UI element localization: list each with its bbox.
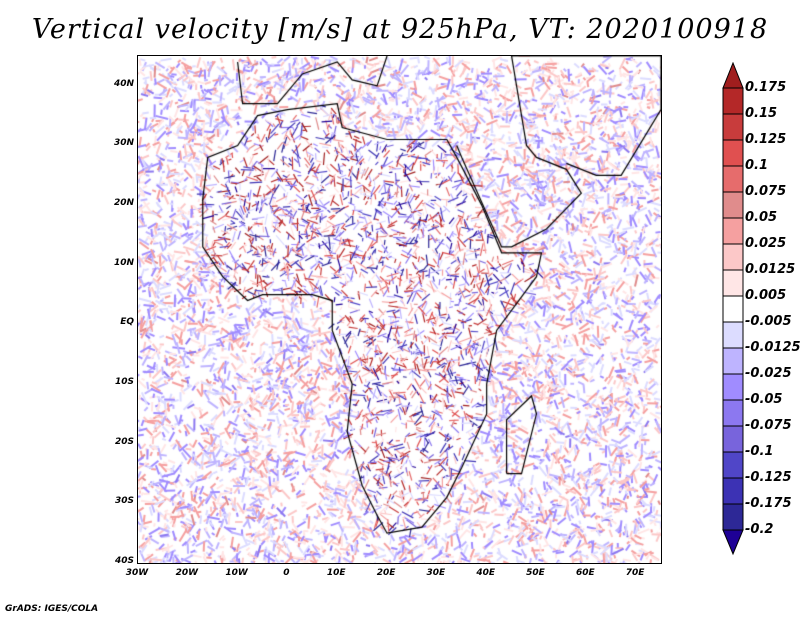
lon-label: 40E bbox=[476, 568, 495, 578]
colorbar-box bbox=[722, 113, 744, 141]
colorbar-box bbox=[722, 217, 744, 245]
colorbar bbox=[722, 62, 744, 556]
colorbar-box bbox=[722, 503, 744, 531]
lat-label: 10S bbox=[114, 377, 134, 388]
colorbar-label: 0.125 bbox=[745, 132, 787, 147]
lat-label: EQ bbox=[120, 317, 134, 328]
colorbar-label: 0.15 bbox=[745, 106, 778, 121]
lon-label: 30E bbox=[426, 568, 446, 578]
lat-label: 20S bbox=[114, 436, 134, 447]
lon-label: 60E bbox=[575, 568, 595, 578]
credit-text: GrADS: IGES/COLA bbox=[5, 604, 99, 614]
colorbar-box bbox=[722, 269, 744, 297]
colorbar-box bbox=[722, 347, 744, 375]
lon-label: 20W bbox=[175, 568, 199, 578]
colorbar-label: -0.05 bbox=[745, 392, 783, 407]
colorbar-box bbox=[722, 373, 744, 401]
lat-label: 30N bbox=[113, 138, 134, 149]
lon-label: 10W bbox=[225, 568, 248, 578]
colorbar-label: -0.0125 bbox=[745, 340, 800, 355]
colorbar-label: -0.2 bbox=[745, 522, 774, 537]
colorbar-label: -0.125 bbox=[745, 470, 792, 485]
colorbar-box bbox=[722, 321, 744, 349]
colorbar-box bbox=[722, 165, 744, 193]
colorbar-label: -0.1 bbox=[745, 444, 774, 459]
colorbar-box bbox=[722, 139, 744, 167]
colorbar-label: 0.1 bbox=[745, 158, 769, 173]
lon-label: 20E bbox=[376, 568, 396, 578]
lat-label: 20N bbox=[113, 198, 134, 209]
plot-title: Vertical velocity [m/s] at 925hPa, VT: 2… bbox=[31, 14, 769, 45]
colorbar-box bbox=[722, 477, 744, 505]
colorbar-label: 0.0125 bbox=[745, 262, 796, 277]
lat-label: 40S bbox=[114, 556, 134, 566]
colorbar-box bbox=[722, 191, 744, 219]
colorbar-label: 0.075 bbox=[745, 184, 787, 199]
colorbar-box bbox=[722, 451, 744, 479]
lat-label: 10N bbox=[113, 257, 134, 268]
lon-label: 30W bbox=[125, 568, 149, 578]
lon-label: 0 bbox=[283, 568, 290, 578]
colorbar-arrow-top bbox=[722, 62, 744, 89]
colorbar-label: -0.025 bbox=[745, 366, 792, 381]
lon-label: 10E bbox=[326, 568, 346, 578]
lon-label: 70E bbox=[625, 568, 645, 578]
colorbar-label: 0.025 bbox=[745, 236, 787, 251]
colorbar-arrow-bottom bbox=[722, 529, 744, 556]
lon-label: 50E bbox=[526, 568, 545, 578]
colorbar-box bbox=[722, 87, 744, 115]
vertical-velocity-map bbox=[137, 55, 662, 564]
colorbar-label: 0.175 bbox=[745, 80, 787, 95]
colorbar-box bbox=[722, 425, 744, 453]
colorbar-label: -0.005 bbox=[745, 314, 792, 329]
lat-label: 40N bbox=[113, 78, 134, 89]
colorbar-box bbox=[722, 399, 744, 427]
lat-label: 30S bbox=[114, 496, 134, 507]
colorbar-label: 0.005 bbox=[745, 288, 787, 303]
colorbar-label: -0.175 bbox=[745, 496, 792, 511]
colorbar-box bbox=[722, 295, 744, 323]
colorbar-box bbox=[722, 243, 744, 271]
colorbar-label: 0.05 bbox=[745, 210, 778, 225]
colorbar-label: -0.075 bbox=[745, 418, 792, 433]
